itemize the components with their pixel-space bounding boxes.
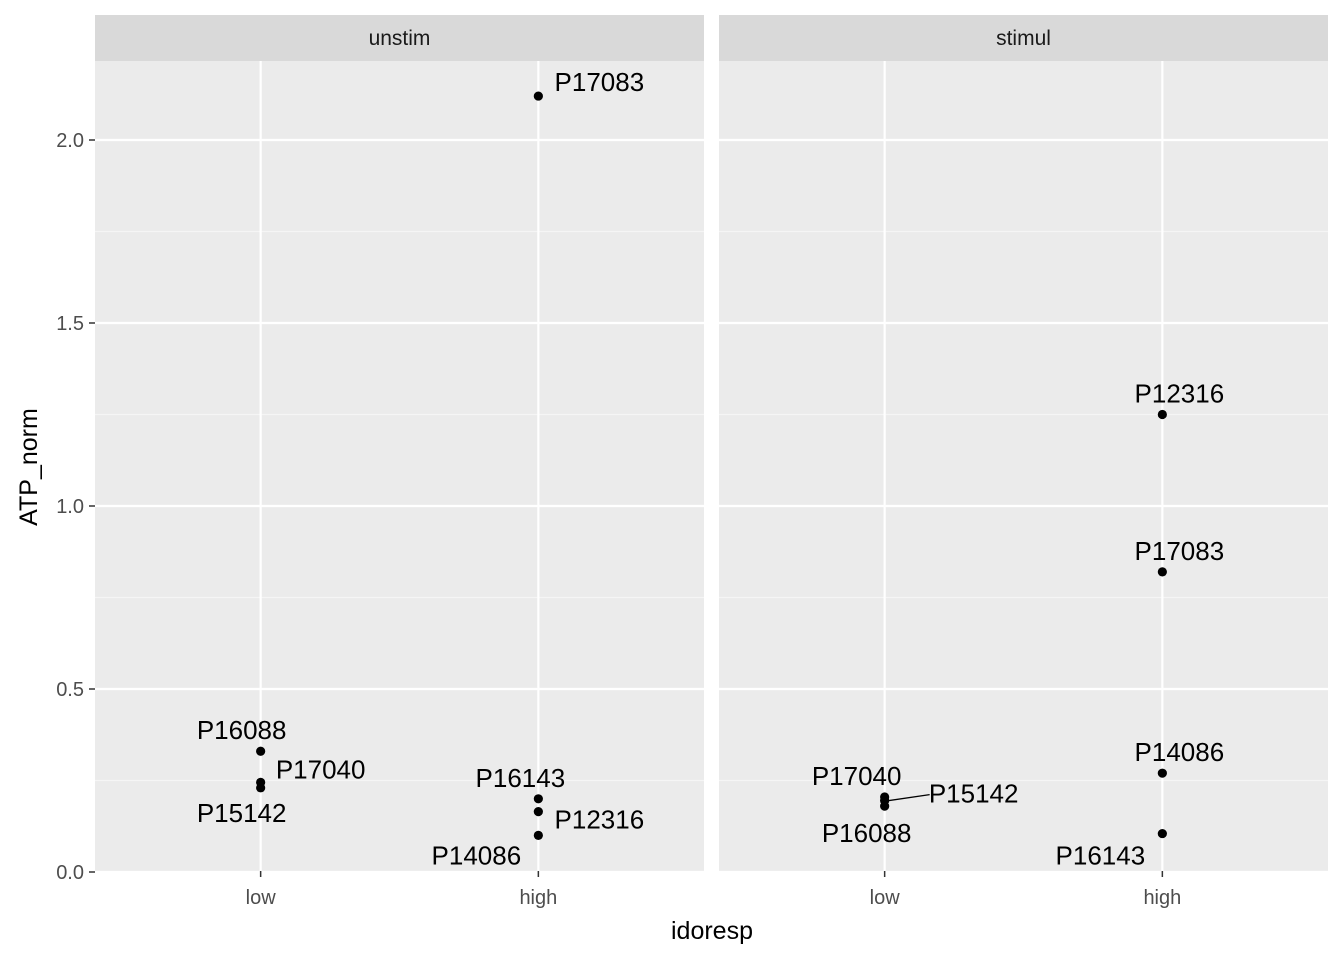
x-tick-label: low [246, 887, 277, 909]
panel-background [95, 61, 704, 871]
data-point [1157, 828, 1167, 839]
data-point [1157, 409, 1167, 420]
x-tick-label: high [1143, 887, 1181, 909]
y-tick-label: 0.5 [56, 679, 84, 701]
data-point [880, 801, 890, 811]
point-label: P12316 [1135, 379, 1225, 409]
point-label: P17083 [1135, 536, 1225, 566]
label-leader-line [888, 793, 930, 802]
point-label: P15142 [197, 798, 287, 828]
facet-strip [719, 15, 1328, 61]
point-label: P16143 [476, 763, 566, 793]
facet-strip-label: unstim [369, 27, 431, 50]
data-point [256, 746, 266, 756]
y-tick-label: 1.0 [56, 496, 84, 518]
y-axis-title: ATP_norm [15, 408, 43, 526]
point-label: P17040 [812, 761, 902, 791]
data-point [533, 91, 543, 101]
point-label: P17040 [276, 754, 366, 784]
y-tick-label: 0.0 [56, 862, 84, 884]
point-label: P16088 [822, 818, 912, 848]
data-point [533, 807, 543, 817]
facet-panel-unstim: unstim low high P16088 P17040 P15142 P17083 P16… [95, 15, 704, 909]
data-point [533, 830, 543, 841]
point-label: P14086 [432, 840, 522, 870]
x-tick-label: high [519, 887, 557, 909]
point-label: P16143 [1056, 841, 1146, 871]
panel-background [719, 61, 1328, 871]
point-label: P17083 [555, 67, 645, 97]
y-tick-label: 1.5 [56, 313, 84, 335]
data-point [1157, 567, 1167, 577]
x-tick-label: low [870, 887, 901, 909]
point-label: P15142 [929, 779, 1019, 809]
facet-strip [95, 15, 704, 61]
point-label: P14086 [1135, 737, 1225, 767]
data-point [1157, 768, 1167, 778]
data-point [256, 783, 266, 793]
facet-strip-label: stimul [996, 27, 1051, 50]
x-axis-title: idoresp [671, 917, 753, 945]
data-point [533, 794, 543, 804]
y-tick-label: 2.0 [56, 130, 84, 152]
point-label: P12316 [555, 805, 645, 835]
facet-panel-stimul: stimul low high P17040 P15142 P16088 P12316 P17… [719, 15, 1328, 909]
point-label: P16088 [197, 715, 287, 745]
